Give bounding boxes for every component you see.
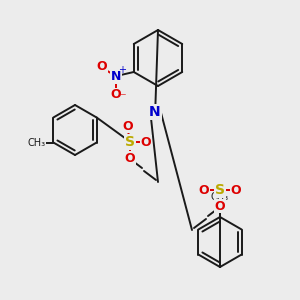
Text: O: O <box>199 184 209 196</box>
Text: +: + <box>118 65 126 75</box>
Text: N: N <box>149 105 161 119</box>
Text: O: O <box>96 61 107 74</box>
Text: O: O <box>231 184 241 196</box>
Text: S: S <box>125 135 135 149</box>
Text: CH₃: CH₃ <box>211 192 229 202</box>
Text: ⁻: ⁻ <box>119 92 126 104</box>
Text: O: O <box>125 152 135 164</box>
Text: O: O <box>215 200 225 212</box>
Text: N: N <box>111 70 121 83</box>
Text: S: S <box>215 183 225 197</box>
Text: O: O <box>141 136 151 148</box>
Text: CH₃: CH₃ <box>27 137 45 148</box>
Text: O: O <box>123 119 133 133</box>
Text: O: O <box>110 88 121 101</box>
